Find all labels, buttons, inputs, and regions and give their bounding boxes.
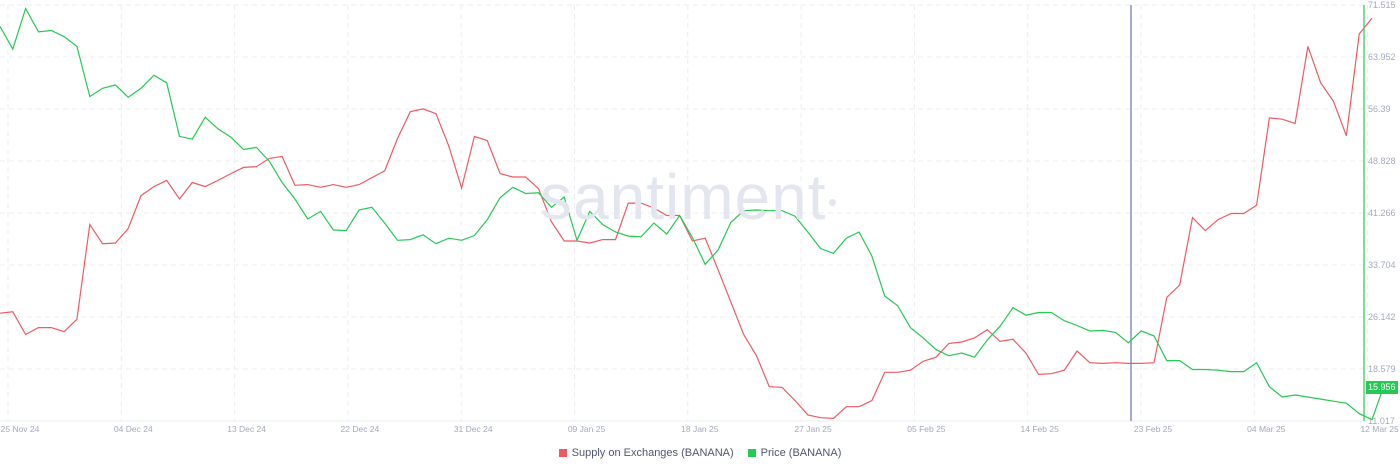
x-tick-label: 05 Feb 25 <box>907 424 946 434</box>
legend-label-price: Price (BANANA) <box>760 447 842 459</box>
last-price-badge: 15.956 <box>1366 381 1398 394</box>
y-tick-label: 41.266 <box>1368 208 1396 218</box>
y-tick-label: 33.704 <box>1368 260 1396 270</box>
supply-series-line[interactable] <box>0 17 1373 420</box>
price-swatch-icon <box>747 449 756 457</box>
y-tick-label: 56.39 <box>1368 104 1391 114</box>
y-tick-label: 71.515 <box>1368 0 1396 10</box>
x-tick-label: 12 Mar 25 <box>1360 424 1399 434</box>
y-tick-label: 11.017 <box>1368 416 1395 426</box>
legend-label-supply: Supply on Exchanges (BANANA) <box>571 447 734 459</box>
x-tick-label: 14 Feb 25 <box>1021 424 1060 434</box>
x-tick-label: 31 Dec 24 <box>454 424 493 434</box>
x-tick-label: 09 Jan 25 <box>568 424 606 434</box>
chart-legend: Supply on Exchanges (BANANA) Price (BANA… <box>0 447 1400 459</box>
line-chart[interactable]: 71.515 63.952 56.39 48.828 41.266 33.704 26.14… <box>0 0 1400 445</box>
x-tick-label: 22 Dec 24 <box>341 424 380 434</box>
grid-lines <box>0 4 1369 422</box>
y-tick-label: 48.828 <box>1368 156 1396 166</box>
x-tick-label: 27 Jan 25 <box>794 424 832 434</box>
x-tick-label: 04 Mar 25 <box>1247 424 1286 434</box>
x-tick-label: 04 Dec 24 <box>114 424 153 434</box>
x-tick-label: 25 Nov 24 <box>1 424 40 434</box>
x-tick-label: 18 Jan 25 <box>681 424 719 434</box>
y-tick-label: 26.142 <box>1368 312 1396 322</box>
x-axis-ticks: 25 Nov 24 04 Dec 24 13 Dec 24 22 Dec 24 31 D… <box>1 424 1399 434</box>
x-tick-label: 13 Dec 24 <box>227 424 266 434</box>
legend-item-supply[interactable]: Supply on Exchanges (BANANA) <box>558 447 734 459</box>
price-series-line[interactable] <box>0 6 1398 421</box>
legend-item-price[interactable]: Price (BANANA) <box>747 447 842 459</box>
y-tick-label: 18.579 <box>1368 364 1396 374</box>
x-tick-label: 23 Feb 25 <box>1134 424 1173 434</box>
y-axis-ticks: 71.515 63.952 56.39 48.828 41.266 33.704 26.14… <box>1368 0 1396 426</box>
y-tick-label: 63.952 <box>1368 52 1396 62</box>
supply-swatch-icon <box>558 449 567 457</box>
